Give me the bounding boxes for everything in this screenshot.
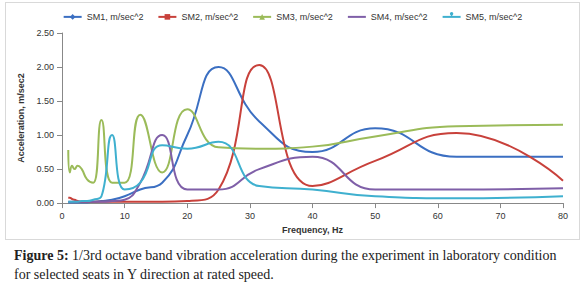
svg-text:0.00: 0.00 xyxy=(36,198,54,208)
svg-text:SM5, m/sec^2: SM5, m/sec^2 xyxy=(466,12,523,22)
svg-text:80: 80 xyxy=(558,211,568,221)
svg-text:Frequency, Hz: Frequency, Hz xyxy=(282,225,343,235)
svg-text:0.50: 0.50 xyxy=(36,164,54,174)
svg-text:SM1, m/sec^2: SM1, m/sec^2 xyxy=(87,12,144,22)
svg-text:1.50: 1.50 xyxy=(36,96,54,106)
svg-text:30: 30 xyxy=(245,211,255,221)
svg-text:60: 60 xyxy=(433,211,443,221)
html-text:Figure 5: 1/3rd octave band vi: Figure 5: 1/3rd octave band vibration ac… xyxy=(14,248,557,282)
svg-text:20: 20 xyxy=(182,211,192,221)
svg-text:SM3, m/sec^2: SM3, m/sec^2 xyxy=(276,12,333,22)
svg-text:50: 50 xyxy=(370,211,380,221)
svg-text:0: 0 xyxy=(59,211,64,221)
svg-text:2.00: 2.00 xyxy=(36,62,54,72)
svg-text:1.00: 1.00 xyxy=(36,130,54,140)
svg-text:10: 10 xyxy=(120,211,130,221)
svg-text:2.50: 2.50 xyxy=(36,28,54,38)
svg-text:70: 70 xyxy=(495,211,505,221)
svg-text:SM4, m/sec^2: SM4, m/sec^2 xyxy=(371,12,428,22)
svg-text:40: 40 xyxy=(307,211,317,221)
svg-text:Acceleration, m/sec2: Acceleration, m/sec2 xyxy=(16,73,26,163)
svg-text:SM2, m/sec^2: SM2, m/sec^2 xyxy=(181,12,238,22)
